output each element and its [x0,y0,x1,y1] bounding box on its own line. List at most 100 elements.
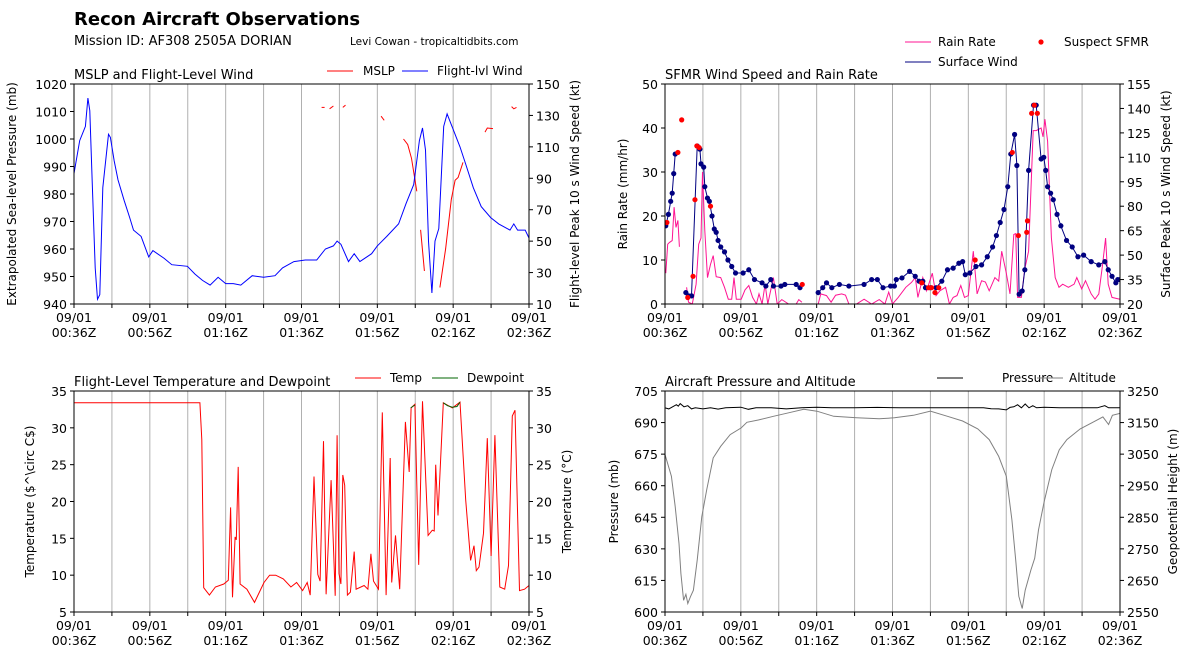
x-tick-date: 09/01 [56,310,92,325]
x-tick-date: 09/01 [435,618,471,633]
y-tick-label: 50 [642,77,658,92]
series-line [403,138,418,192]
x-tick-date: 09/01 [874,310,910,325]
data-point [1015,232,1021,239]
x-tick-time: 00:36Z [643,325,688,340]
series-temp [74,401,529,604]
data-point [960,259,966,265]
series-line [342,104,346,108]
y-tick-label: 35 [51,384,67,399]
series-line [665,207,680,274]
y-tick-label: 5 [59,605,67,620]
y-tick-label: 990 [43,160,67,175]
data-point [669,190,675,196]
data-point [715,237,721,244]
data-point [846,283,852,289]
series-line [817,104,1120,296]
x-tick-date: 09/01 [950,310,986,325]
data-point [725,257,731,263]
data-point [973,263,979,270]
legend-label: Dewpoint [467,371,524,385]
y-right-tick-label: 3150 [1127,416,1159,431]
y-right-tick-label: 5 [536,605,544,620]
y-tick-label: 20 [642,209,658,224]
data-point [939,278,945,284]
y-right-tick-label: 65 [1127,224,1143,239]
x-tick-date: 09/01 [435,310,471,325]
chart-1: MSLP Flight-lvl Wind09/0100:36Z09/0100:56… [5,64,582,340]
series-line [665,402,1120,411]
x-tick-time: 00:36Z [643,633,688,648]
series-line [380,115,385,121]
series-line [439,162,464,288]
data-point [1088,259,1094,265]
x-tick-time: 02:16Z [1022,633,1067,648]
data-point [751,276,758,283]
data-point [936,285,942,291]
data-point [707,203,714,209]
data-point [701,164,707,170]
series-line [329,105,334,110]
y-tick-label: 690 [634,416,658,431]
y-tick-label: 1020 [35,77,67,92]
x-tick-time: 01:56Z [946,633,991,648]
data-point [967,270,973,276]
data-point [944,267,951,273]
x-tick-date: 09/01 [511,310,547,325]
y-tick-label: 940 [43,297,67,312]
data-point [1001,206,1007,213]
data-point [888,283,894,289]
y-tick-label: 980 [43,187,67,202]
x-tick-date: 09/01 [950,618,986,633]
x-tick-time: 00:56Z [719,633,764,648]
y-right-tick-label: 50 [1127,248,1143,263]
data-point [671,171,677,177]
data-point [1081,252,1087,258]
series-line [443,401,461,408]
data-point [861,281,867,288]
y-right-tick-label: 95 [1127,175,1143,190]
x-tick-date: 09/01 [283,618,319,633]
y-tick-label: 660 [634,479,658,494]
data-point [906,268,913,275]
y-right-axis-label: Surface Peak 10 s Wind Speed (kt) [1159,90,1173,297]
data-point [721,249,728,255]
y-right-tick-label: 3250 [1127,384,1159,399]
series-line [665,408,1120,609]
data-point [713,229,719,235]
y-tick-label: 1010 [35,105,67,120]
series-surface-wind [665,102,1120,299]
legend-label: Altitude [1069,371,1116,385]
chart-title: SFMR Wind Speed and Rain Rate [665,68,878,83]
legend-label: MSLP [363,64,395,78]
legend-label: Surface Wind [938,55,1018,69]
x-tick-date: 09/01 [647,310,683,325]
data-point [891,283,897,289]
data-point [874,276,880,283]
y-right-axis-label: Flight-level Peak 10 s Wind Speed (kt) [568,80,582,308]
y-tick-label: 615 [634,573,658,588]
x-tick-time: 02:16Z [1022,325,1067,340]
data-point [709,213,715,219]
x-tick-time: 02:16Z [431,633,476,648]
credit: Levi Cowan - tropicaltidbits.com [350,36,518,48]
data-point [972,257,978,263]
x-tick-date: 09/01 [1026,310,1062,325]
chart-title: MSLP and Flight-Level Wind [74,68,253,83]
y-tick-label: 675 [634,447,658,462]
series-rain-rate [665,119,1120,304]
mission-id: Mission ID: AF308 2505A DORIAN [74,34,292,49]
y-right-axis-label: Temperature (°C) [560,450,574,555]
x-tick-time: 01:36Z [870,325,915,340]
y-axis-label: Rain Rate (mm/hr) [616,139,630,250]
data-point [1069,244,1075,250]
data-point [1011,131,1018,138]
data-point [912,273,918,279]
data-point [869,276,875,283]
y-tick-label: 600 [634,605,658,620]
x-tick-date: 09/01 [647,618,683,633]
data-point [1019,288,1025,294]
x-tick-date: 09/01 [208,310,244,325]
data-point [979,262,985,268]
